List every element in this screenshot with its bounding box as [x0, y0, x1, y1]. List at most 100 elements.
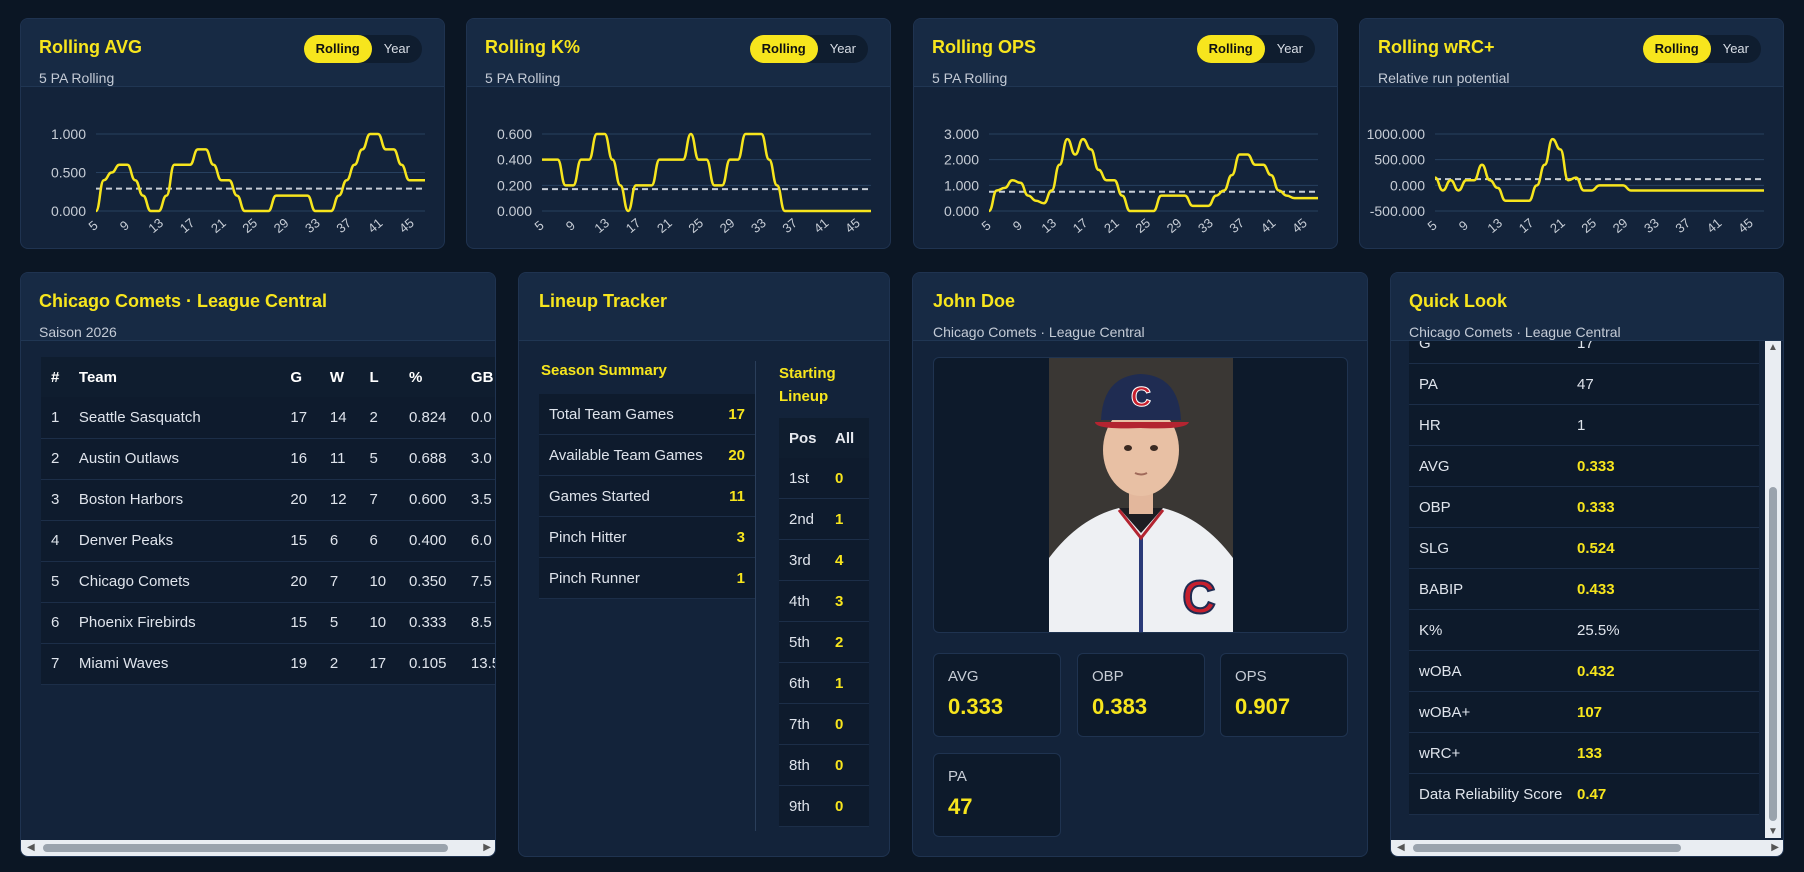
position-count: 3: [835, 592, 844, 610]
table-row[interactable]: 3 Boston Harbors 20 12 7 0.600 3.5: [41, 479, 495, 520]
column-header[interactable]: L: [369, 368, 379, 386]
summary-row: Pinch Hitter 3: [539, 517, 755, 558]
lineup-position-row: 3rd 4: [779, 540, 869, 581]
stat-box: PA 47: [933, 753, 1061, 837]
table-row[interactable]: 2 Austin Outlaws 16 11 5 0.688 3.0: [41, 438, 495, 479]
position-count: 1: [835, 510, 844, 528]
x-tick-label: 21: [1101, 215, 1122, 236]
summary-row: Pinch Runner 1: [539, 558, 755, 599]
y-tick-label: 0.400: [497, 152, 532, 168]
y-tick-label: 0.000: [51, 203, 86, 219]
mode-toggle[interactable]: Rolling Year: [1642, 35, 1761, 63]
table-row[interactable]: 7 Miami Waves 19 2 17 0.105 13.5: [41, 643, 495, 684]
toggle-year[interactable]: Year: [1722, 41, 1749, 56]
standings-scrollbar[interactable]: ◀ ▶: [21, 840, 495, 856]
quicklook-vscroll[interactable]: ▲ ▼: [1765, 341, 1781, 838]
quicklook-label: K%: [1419, 621, 1443, 639]
table-cell: 15: [290, 532, 308, 549]
table-cell: 10: [369, 614, 387, 631]
table-cell: 17: [369, 655, 387, 672]
scroll-right-icon[interactable]: ▶: [1771, 842, 1779, 853]
toggle-year[interactable]: Year: [829, 41, 856, 56]
table-row[interactable]: 6 Phoenix Firebirds 15 5 10 0.333 8.5: [41, 602, 495, 643]
column-header[interactable]: G: [290, 368, 303, 386]
toggle-rolling[interactable]: Rolling: [749, 35, 818, 63]
quicklook-viewport[interactable]: G 17 PA 47 HR 1 AVG 0.333 OBP 0.333 SLG 0.524 BABIP 0…: [1409, 341, 1759, 838]
scroll-thumb[interactable]: [43, 844, 448, 852]
scroll-down-icon[interactable]: ▼: [1768, 826, 1778, 837]
column-header[interactable]: GB: [470, 368, 494, 386]
scroll-left-icon[interactable]: ◀: [27, 842, 35, 853]
table-cell: 6: [369, 532, 378, 549]
quicklook-label: PA: [1419, 375, 1438, 393]
mode-toggle[interactable]: Rolling Year: [303, 35, 422, 63]
rolling-title: Rolling AVG: [39, 37, 142, 57]
x-tick-label: 41: [1704, 215, 1725, 236]
scroll-up-icon[interactable]: ▲: [1768, 342, 1778, 353]
quicklook-value: 17: [1577, 341, 1594, 352]
quicklook-hscroll[interactable]: ◀ ▶: [1391, 840, 1783, 856]
toggle-rolling[interactable]: Rolling: [1196, 35, 1265, 63]
table-row[interactable]: 4 Denver Peaks 15 6 6 0.400 6.0: [41, 520, 495, 561]
rolling-card: Rolling AVG 5 PA Rolling Rolling Year 1.000 0…: [20, 18, 445, 249]
x-tick-label: 41: [811, 215, 832, 236]
table-cell: 8.5: [470, 614, 492, 631]
stat-value: 0.383: [1092, 694, 1148, 719]
mode-toggle[interactable]: Rolling Year: [1196, 35, 1315, 63]
player-photo: C C: [1049, 358, 1233, 632]
table-cell: 17: [290, 408, 308, 426]
all-header: All: [835, 429, 855, 447]
quicklook-value: 0.432: [1577, 662, 1615, 680]
rolling-subtitle: 5 PA Rolling: [932, 70, 1008, 86]
standings-card: Chicago Comets · League Central Saison 2…: [20, 272, 496, 857]
quicklook-row: wRC+ 133: [1409, 733, 1759, 774]
standings-table: # Team G W L% GB 1 Seattle Sasquatch 17 14 2 0.824…: [41, 357, 495, 685]
vscroll-thumb[interactable]: [1769, 487, 1777, 821]
season-summary: Total Team Games 17 Available Team Games 20…: [539, 394, 755, 599]
quicklook-row: OBP 0.333: [1409, 487, 1759, 528]
toggle-year[interactable]: Year: [1276, 41, 1303, 56]
y-tick-label: 1000.000: [1367, 126, 1426, 142]
scroll-thumb[interactable]: [1413, 844, 1681, 852]
x-tick-label: 21: [654, 215, 675, 236]
summary-label: Pinch Hitter: [549, 528, 627, 546]
x-tick-label: 25: [1132, 215, 1153, 236]
y-tick-label: 0.000: [1390, 177, 1425, 193]
rolling-title: Rolling wRC+: [1378, 37, 1495, 57]
table-cell: 12: [329, 491, 347, 508]
toggle-rolling[interactable]: Rolling: [1642, 35, 1711, 63]
column-header[interactable]: %: [408, 368, 423, 386]
x-tick-label: 45: [1289, 215, 1310, 236]
lineup-position-row: 1st 0: [779, 458, 869, 499]
player-photo-frame: C C: [933, 357, 1348, 633]
table-cell: 16: [290, 450, 308, 467]
stat-box: OPS 0.907: [1220, 653, 1348, 737]
table-cell: 5: [329, 614, 339, 631]
summary-value: 20: [728, 446, 745, 464]
stat-value: 47: [948, 794, 973, 819]
quicklook-label: Data Reliability Score: [1419, 785, 1563, 803]
column-header[interactable]: Team: [78, 368, 117, 386]
mode-toggle[interactable]: Rolling Year: [749, 35, 868, 63]
lineup-divider: [755, 361, 756, 831]
table-row[interactable]: 1 Seattle Sasquatch 17 14 2 0.824 0.0: [41, 397, 495, 438]
x-tick-label: 37: [333, 215, 354, 236]
lineup-title: Lineup Tracker: [539, 291, 668, 311]
x-tick-label: 13: [1484, 215, 1505, 236]
column-header[interactable]: W: [329, 368, 345, 386]
toggle-rolling[interactable]: Rolling: [303, 35, 372, 63]
table-row[interactable]: 5 Chicago Comets 20 7 10 0.350 7.5: [41, 561, 495, 602]
stat-label: OBP: [1092, 668, 1124, 685]
position-count: 0: [835, 756, 844, 774]
toggle-year[interactable]: Year: [383, 41, 410, 56]
table-cell: 5: [51, 573, 60, 590]
scroll-right-icon[interactable]: ▶: [483, 842, 491, 853]
column-header[interactable]: #: [51, 368, 60, 386]
stat-label: PA: [948, 768, 967, 785]
stat-box: OBP 0.383: [1077, 653, 1205, 737]
summary-value: 11: [729, 487, 745, 505]
position-label: 4th: [789, 592, 810, 610]
standings-title: Chicago Comets · League Central: [39, 291, 328, 311]
scroll-left-icon[interactable]: ◀: [1397, 842, 1405, 853]
x-tick-label: 29: [1610, 215, 1631, 236]
